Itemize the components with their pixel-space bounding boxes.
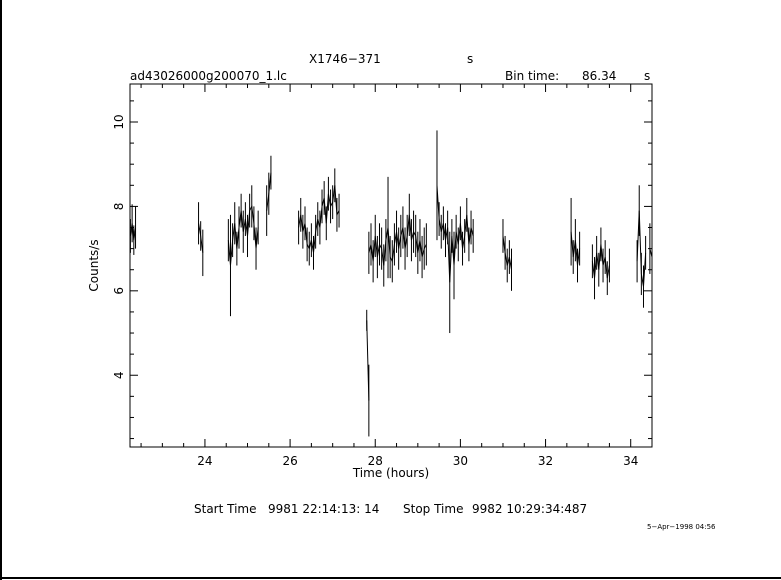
data-segment: [368, 176, 427, 287]
stop-time-label: Stop Time: [403, 502, 464, 516]
y-axis-label: Counts/s: [87, 239, 101, 291]
data-segment: [366, 309, 370, 437]
x-tick-label: 32: [538, 454, 553, 468]
series-line: [436, 185, 474, 283]
window-bottom-border: [0, 577, 781, 579]
bin-time-unit: s: [644, 69, 651, 83]
x-tick-label: 34: [623, 454, 638, 468]
data-segment: [591, 227, 610, 300]
data-segment: [129, 204, 137, 255]
data-segment: [266, 155, 272, 236]
data-series: [129, 130, 653, 437]
data-segment: [198, 202, 204, 277]
data-segment: [227, 185, 259, 317]
y-tick-label: 10: [112, 114, 126, 129]
y-tick-label: 8: [112, 203, 126, 211]
data-segment: [298, 168, 340, 270]
y-tick-label: 6: [112, 287, 126, 295]
x-tick-label: 26: [282, 454, 297, 468]
object-suffix: s: [467, 52, 474, 66]
data-segment: [649, 223, 653, 279]
x-tick-label: 24: [197, 454, 212, 468]
axis-ticks: [130, 84, 653, 447]
start-time-label: Start Time: [194, 502, 257, 516]
data-segment: [502, 219, 512, 291]
series-line: [129, 223, 137, 241]
bin-time-label: Bin time:: [505, 69, 560, 83]
window-left-border: [0, 0, 2, 580]
start-time-value: 9981 22:14:13: 14: [268, 502, 380, 516]
series-line: [368, 214, 427, 266]
x-axis-label: Time (hours): [352, 466, 429, 480]
y-tick-labels: 4 6 8 10: [112, 114, 126, 379]
x-tick-labels: 24 26 28 30 32 34: [197, 454, 638, 468]
object-name: X1746−371: [309, 52, 381, 66]
data-segment: [436, 130, 474, 334]
y-tick-label: 4: [112, 371, 126, 379]
bin-time-value: 86.34: [582, 69, 617, 83]
data-segment: [570, 197, 581, 283]
x-tick-label: 28: [368, 454, 383, 468]
data-segment: [636, 185, 647, 308]
x-tick-label: 30: [453, 454, 468, 468]
date-stamp: 5−Apr−1998 04:56: [647, 523, 716, 531]
file-name: ad43026000g200070_1.lc: [130, 69, 287, 83]
stop-time-value: 9982 10:29:34:487: [472, 502, 588, 516]
